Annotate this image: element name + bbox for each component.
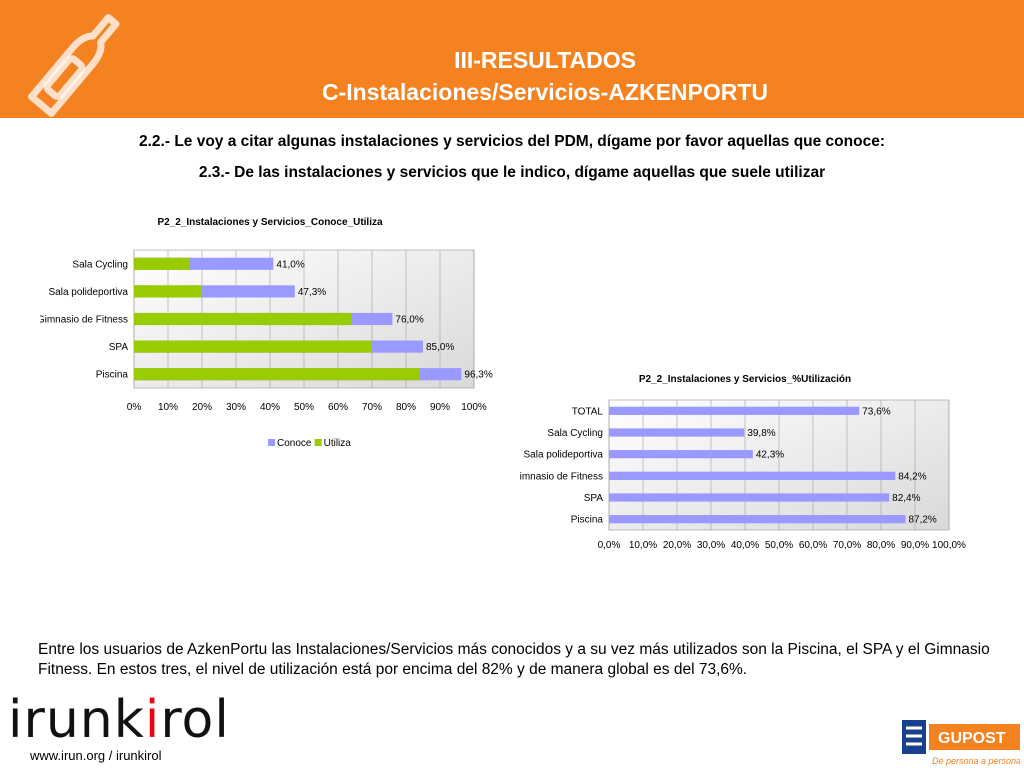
x-tick-label: 0,0% [598, 540, 621, 551]
bar-value [609, 428, 745, 437]
category-label: Sala Cycling [547, 428, 603, 439]
data-label: 47,3% [298, 287, 326, 298]
legend-swatch-conoce [268, 439, 275, 446]
x-tick-label: 20,0% [663, 540, 691, 551]
x-tick-label: 90,0% [901, 540, 929, 551]
bar-value [609, 406, 860, 415]
bar-utiliza [134, 340, 372, 353]
x-tick-label: 40,0% [731, 540, 759, 551]
page-subtitle: C-Instalaciones/Servicios-AZKENPORTU [321, 79, 769, 105]
logo-text-3: rol [160, 690, 230, 750]
x-tick-label: 100,0% [932, 540, 966, 551]
category-label: Gimnasio de Fitness [520, 471, 603, 482]
x-tick-label: 70% [362, 402, 382, 413]
data-label: 85,0% [426, 342, 454, 353]
bar-value [609, 450, 753, 459]
bar-value [609, 493, 890, 502]
x-tick-label: 50% [294, 402, 314, 413]
data-label: 96,3% [464, 370, 492, 381]
bar-utiliza [134, 285, 202, 298]
x-tick-label: 20% [192, 402, 212, 413]
data-label: 41,0% [276, 259, 304, 270]
x-tick-label: 80% [396, 402, 416, 413]
header-banner: III-RESULTADOS C-Instalaciones/Servicios… [0, 0, 1024, 118]
logo-text-1: irunk [8, 690, 145, 750]
x-tick-label: 60,0% [799, 540, 827, 551]
bar-value [609, 471, 896, 480]
legend-swatch-utiliza [314, 439, 322, 446]
category-label: Piscina [571, 515, 604, 526]
x-tick-label: 80,0% [867, 540, 895, 551]
question-utiliza: 2.3.- De las instalaciones y servicios q… [198, 164, 826, 181]
x-tick-label: 10,0% [629, 540, 657, 551]
data-label: 39,8% [747, 428, 775, 439]
category-label: SPA [584, 493, 604, 504]
category-label: Gimnasio de Fitness [40, 315, 128, 326]
category-label: Sala polideportiva [524, 450, 604, 461]
page-title: III-RESULTADOS [454, 47, 636, 73]
gupost-name: GUPOST [938, 730, 1006, 747]
legend-label-conoce: Conoce [277, 438, 312, 449]
category-label: Piscina [96, 370, 129, 381]
x-tick-label: 90% [430, 402, 450, 413]
bar-utiliza [134, 312, 352, 326]
category-label: SPA [109, 342, 129, 353]
x-tick-label: 30% [226, 402, 246, 413]
x-tick-label: 50,0% [765, 540, 793, 551]
question-conoce: 2.2.- Le voy a citar algunas instalacion… [139, 133, 885, 150]
data-label: 87,2% [908, 515, 936, 526]
x-tick-label: 10% [158, 402, 178, 413]
data-label: 73,6% [862, 406, 890, 417]
x-tick-label: 40% [260, 402, 280, 413]
legend-label-utiliza: Utiliza [324, 438, 352, 449]
bar-utiliza [134, 368, 420, 381]
bar-value [609, 515, 906, 524]
chart-title: P2_2_Instalaciones y Servicios_Conoce_Ut… [157, 217, 383, 228]
category-label: Sala Cycling [72, 259, 128, 270]
data-label: 82,4% [892, 493, 920, 504]
summary-text: Entre los usuarios de AzkenPortu las Ins… [38, 641, 990, 678]
data-label: 42,3% [756, 450, 784, 461]
bottle-icon [28, 14, 120, 117]
chart-conoce-utiliza: P2_2_Instalaciones y Servicios_Conoce_Ut… [40, 217, 493, 449]
footer-url[interactable]: www.irun.org / irunkirol [30, 748, 162, 763]
chart-title: P2_2_Instalaciones y Servicios_%Utilizac… [639, 374, 851, 385]
x-tick-label: 30,0% [697, 540, 725, 551]
gupost-slogan: De persona a persona [932, 756, 1020, 766]
x-tick-label: 100% [461, 402, 487, 413]
category-label: TOTAL [572, 406, 604, 417]
x-tick-label: 0% [127, 402, 142, 413]
x-tick-label: 60% [328, 402, 348, 413]
x-tick-label: 70,0% [833, 540, 861, 551]
logo-text-2: i [144, 690, 161, 750]
data-label: 84,2% [898, 471, 926, 482]
irunkirol-logo: irunkirol [8, 690, 230, 750]
bar-utiliza [134, 257, 190, 270]
gupost-logo: GUPOST De persona a persona [902, 720, 1020, 766]
chart-utilizacion: P2_2_Instalaciones y Servicios_%Utilizac… [520, 374, 966, 551]
data-label: 76,0% [395, 315, 423, 326]
category-label: Sala polideportiva [49, 287, 129, 298]
